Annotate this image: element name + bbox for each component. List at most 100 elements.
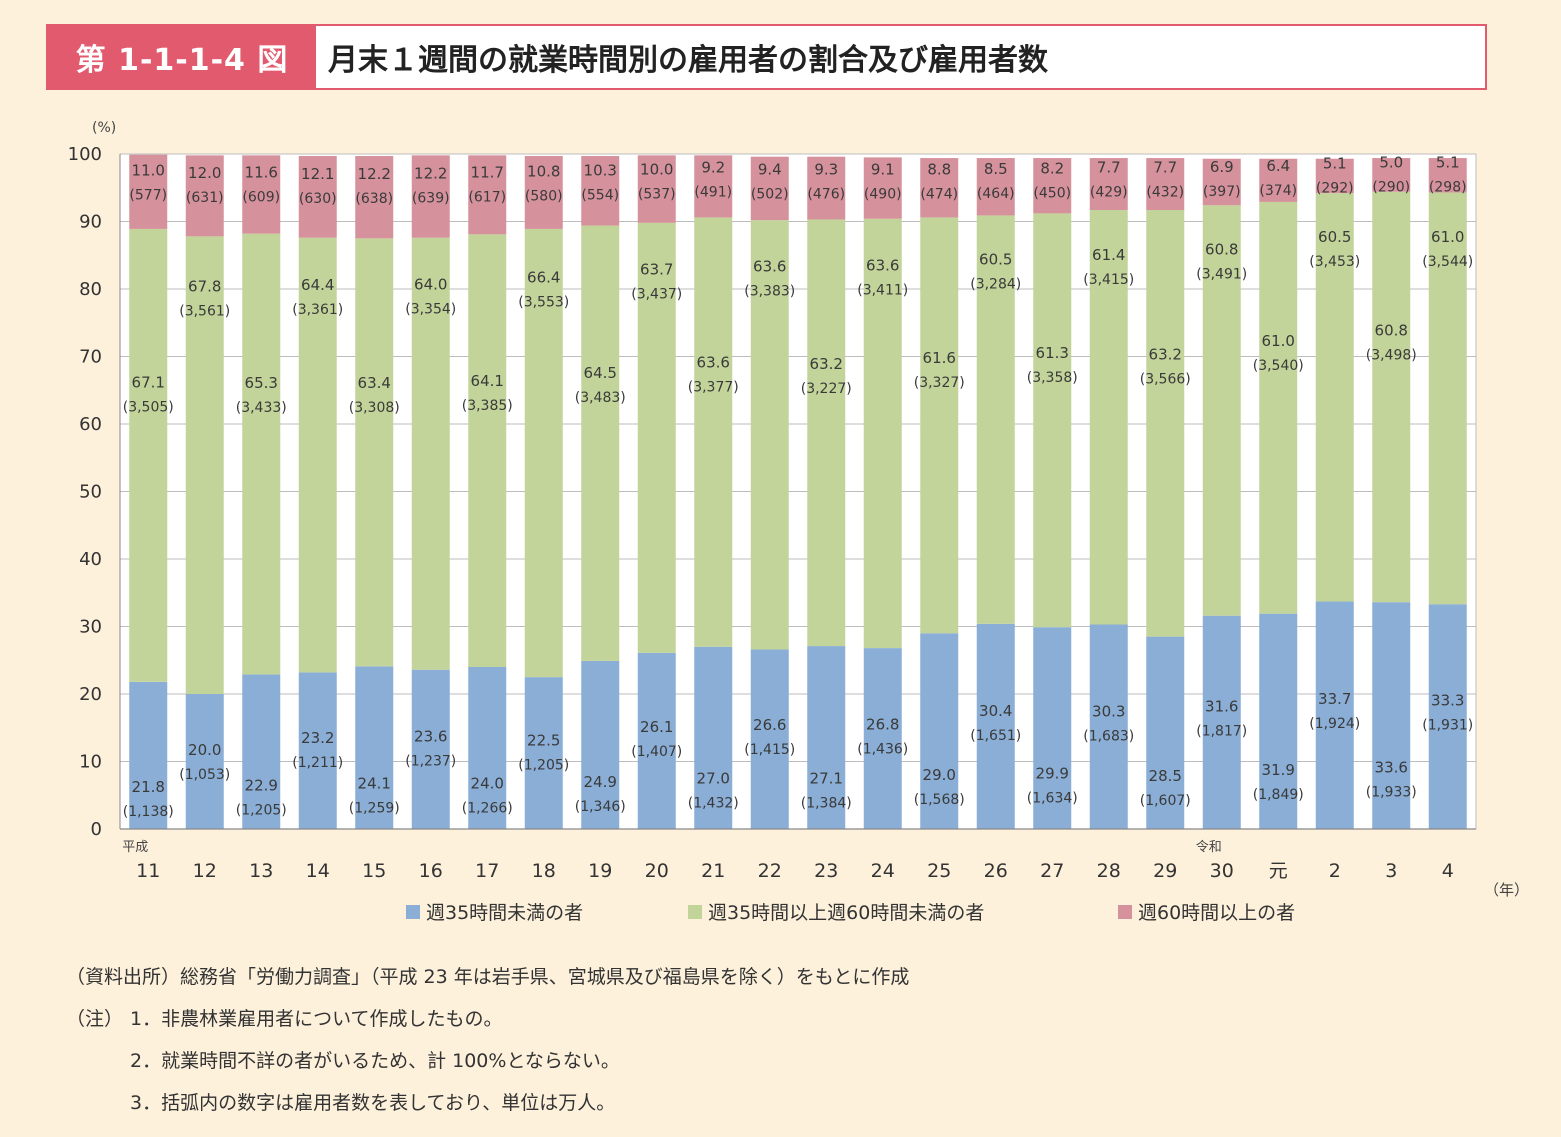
- era-label: 令和: [1196, 840, 1222, 855]
- x-tick-label: 24: [871, 860, 895, 882]
- data-label-value: 61.0: [1431, 228, 1464, 246]
- data-label-count: (1,933): [1366, 784, 1417, 800]
- data-label-value: 20.0: [188, 741, 221, 759]
- data-label-value: 7.7: [1153, 159, 1177, 177]
- bar-segment: [694, 155, 733, 218]
- y-tick-label: 100: [68, 144, 102, 165]
- bar-segment: [581, 225, 620, 661]
- bar-segment: [1428, 604, 1467, 829]
- x-tick-label: 29: [1153, 860, 1177, 882]
- note-item-3: 3．括弧内の数字は雇用者数を表しており、単位は万人。: [130, 1092, 616, 1114]
- data-label-count: (1,237): [405, 753, 456, 769]
- data-label-count: (3,361): [292, 302, 343, 318]
- data-label-value: 66.4: [527, 269, 560, 287]
- bar-segment: [1315, 158, 1354, 194]
- data-label-count: (1,924): [1309, 716, 1360, 732]
- data-label-value: 63.6: [753, 258, 786, 276]
- bar-segment: [242, 233, 281, 675]
- x-tick-label: 13: [249, 860, 273, 882]
- bar-segment: [524, 677, 563, 829]
- data-label-value: 29.0: [923, 766, 956, 784]
- bar-segment: [1315, 601, 1354, 829]
- data-label-count: (450): [1033, 186, 1071, 202]
- data-label-count: (1,407): [631, 744, 682, 760]
- data-label-value: 12.2: [358, 165, 391, 183]
- data-label-value: 63.4: [358, 374, 391, 392]
- bar-segment: [1372, 158, 1411, 192]
- data-label-value: 60.5: [1318, 228, 1351, 246]
- data-label-value: 63.2: [810, 355, 843, 373]
- data-label-count: (3,433): [236, 400, 287, 416]
- data-label-value: 8.5: [984, 160, 1008, 178]
- data-label-count: (639): [412, 190, 450, 206]
- data-label-value: 9.1: [871, 161, 895, 179]
- bar-segment: [1089, 210, 1128, 625]
- bar-segment: [468, 667, 507, 829]
- data-label-count: (432): [1146, 185, 1184, 201]
- note-head: （注）: [66, 1008, 124, 1030]
- data-label-count: (3,308): [349, 400, 400, 416]
- data-label-value: 30.4: [979, 702, 1012, 720]
- note-item-2: 2．就業時間不詳の者がいるため、計 100%とならない。: [130, 1050, 620, 1072]
- data-label-value: 61.4: [1092, 246, 1125, 264]
- data-label-value: 11.0: [132, 161, 165, 179]
- data-label-count: (3,453): [1309, 254, 1360, 270]
- data-label-count: (1,259): [349, 800, 400, 816]
- bar-segment: [355, 156, 394, 239]
- bar-segment: [807, 156, 846, 220]
- y-tick-label: 10: [79, 752, 102, 773]
- bar-segment: [920, 217, 959, 634]
- bar-segment: [185, 694, 224, 829]
- data-label-value: 33.6: [1375, 758, 1408, 776]
- data-label-count: (1,205): [236, 802, 287, 818]
- data-label-count: (3,227): [801, 381, 852, 397]
- bar-segment: [298, 156, 337, 238]
- data-label-count: (1,053): [179, 767, 230, 783]
- data-label-count: (3,505): [123, 399, 174, 415]
- x-tick-label: 23: [814, 860, 838, 882]
- data-label-value: 22.9: [245, 776, 278, 794]
- data-label-count: (1,415): [744, 742, 795, 758]
- y-tick-label: 50: [79, 482, 102, 503]
- bar-segment: [976, 623, 1015, 829]
- data-label-count: (3,566): [1140, 371, 1191, 387]
- data-label-value: 67.1: [132, 373, 165, 391]
- data-label-value: 12.0: [188, 164, 221, 182]
- data-label-value: 6.9: [1210, 158, 1234, 176]
- data-label-value: 10.8: [527, 162, 560, 180]
- bar-segment: [411, 155, 450, 238]
- data-label-value: 10.3: [584, 161, 617, 179]
- y-tick-label: 80: [79, 279, 102, 300]
- bar-segment: [129, 681, 168, 829]
- bar-segment: [298, 237, 337, 673]
- data-label-count: (464): [977, 186, 1015, 202]
- bar-segment: [1089, 158, 1128, 211]
- bar-segment: [185, 155, 224, 237]
- bar-segment: [976, 215, 1015, 624]
- data-label-count: (3,437): [631, 286, 682, 302]
- bar-segment: [1033, 213, 1072, 628]
- bar-segment: [1315, 193, 1354, 602]
- data-label-count: (374): [1259, 183, 1297, 199]
- data-label-value: 67.8: [188, 277, 221, 295]
- bar-segment: [694, 646, 733, 829]
- data-label-value: 9.2: [701, 159, 725, 177]
- data-label-value: 63.2: [1149, 345, 1182, 363]
- bar-segment: [411, 669, 450, 829]
- data-label-value: 22.5: [527, 731, 560, 749]
- x-tick-label: 27: [1040, 860, 1064, 882]
- data-label-value: 5.1: [1323, 154, 1347, 172]
- data-label-value: 23.2: [301, 729, 334, 747]
- bar-segment: [694, 217, 733, 647]
- data-label-value: 8.8: [927, 161, 951, 179]
- source-note: （資料出所）総務省「労働力調査」（平成 23 年は岩手県、宮城県及び福島県を除く…: [66, 966, 910, 988]
- data-label-count: (631): [186, 190, 224, 206]
- bar-segment: [1372, 191, 1411, 603]
- data-label-value: 26.1: [640, 718, 673, 736]
- data-label-count: (577): [129, 187, 167, 203]
- data-label-count: (1,931): [1422, 717, 1473, 733]
- data-label-count: (1,432): [688, 795, 739, 811]
- legend-label: 週35時間以上週60時間未満の者: [708, 902, 984, 924]
- data-label-count: (609): [242, 189, 280, 205]
- data-label-count: (3,540): [1253, 358, 1304, 374]
